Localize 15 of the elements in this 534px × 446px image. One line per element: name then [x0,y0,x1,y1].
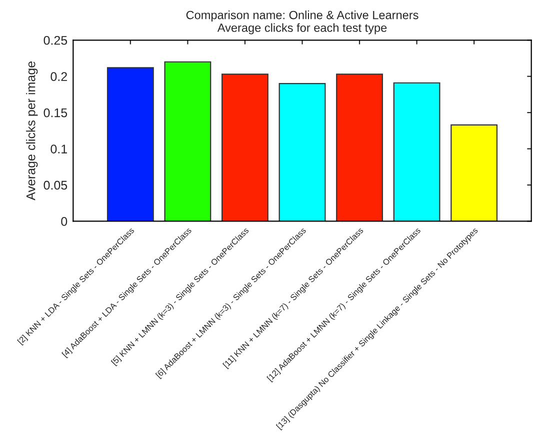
bar [222,74,268,222]
bar [164,61,212,222]
bar [106,67,154,222]
bar [393,82,440,222]
y-tick-label: 0.1 [50,144,67,154]
bar [450,124,498,222]
y-tick-label: 0.2 [50,72,67,82]
y-tick-label: 0.15 [44,108,68,118]
bar [278,83,326,222]
y-tick-label: 0.25 [44,36,68,45]
y-tick-label: 0 [61,217,68,226]
chart-title: Comparison name: Online & Active Learners Average clicks for each test type [186,10,418,34]
y-axis-title: Average clicks per image [26,62,38,200]
bar [336,74,383,222]
y-tick-label: 0.05 [44,180,68,190]
